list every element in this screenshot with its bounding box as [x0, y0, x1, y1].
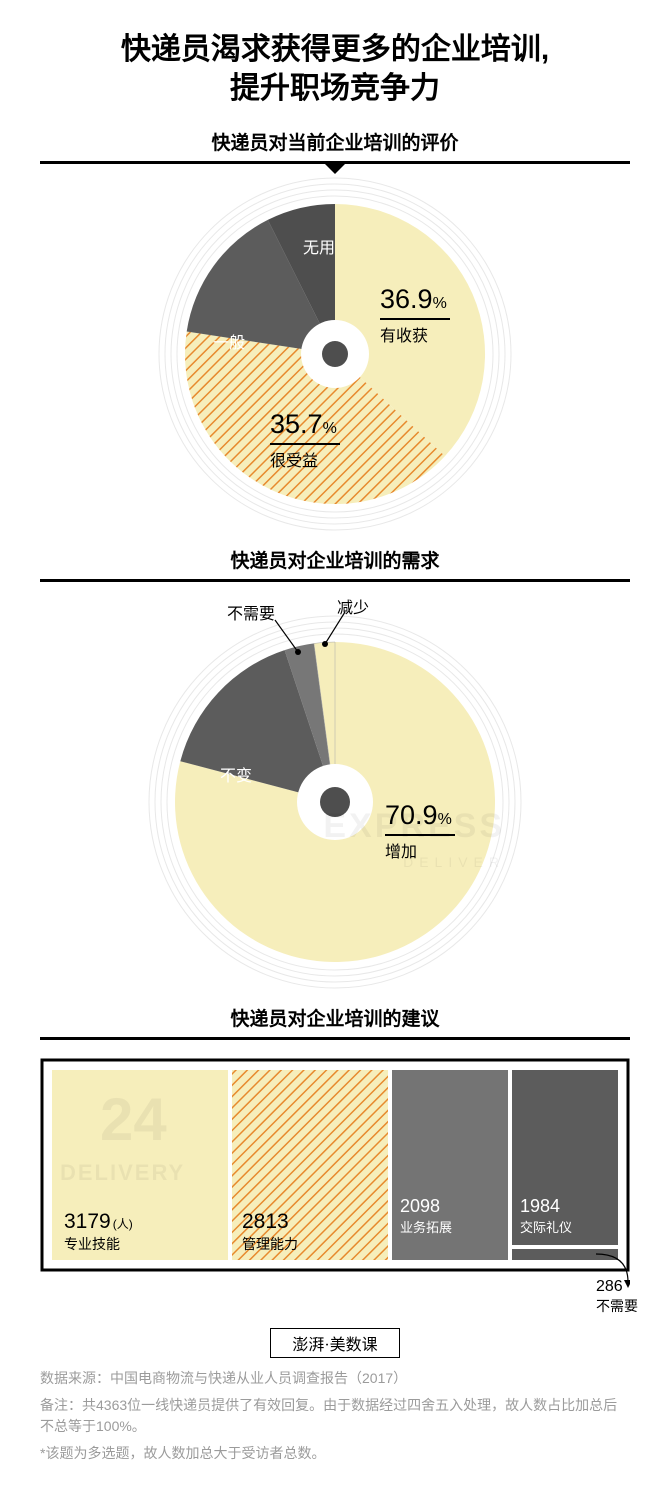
- svg-text:DELIVERY: DELIVERY: [60, 1160, 185, 1185]
- c2-lbl-decr: 减少: [337, 594, 369, 618]
- title-line-1: 快递员渴求获得更多的企业培训,: [121, 33, 549, 66]
- c2-lbl-noneed: 不需要: [227, 600, 275, 624]
- tm-lbl-2: 2813 管理能力: [242, 1210, 298, 1254]
- main-title: 快递员渴求获得更多的企业培训, 提升职场竞争力: [40, 30, 630, 108]
- brand-badge: 澎湃·美数课: [270, 1328, 400, 1358]
- svg-text:24: 24: [100, 1086, 167, 1153]
- chart2: EXPRESSDELIVER 不需要 减少 不变 70.9% 增加: [135, 592, 535, 992]
- chart2-title: 快递员对企业培训的需求: [40, 546, 630, 573]
- divider-notch: [40, 161, 630, 164]
- chart3-title: 快递员对企业培训的建议: [40, 1004, 630, 1031]
- tm-lbl-1: 3179(人) 专业技能: [64, 1210, 133, 1254]
- note-2: *该题为多选题，故人数加总大于受访者总数。: [40, 1443, 630, 1464]
- c2-pct-incr: 70.9%: [385, 800, 452, 831]
- c1-lbl-benefit: 有收获: [380, 318, 450, 346]
- c2-lbl-incr: 增加: [385, 834, 455, 862]
- chart3: 24 DELIVERY 3179(人) 专业技能 2813 管理能力 2098 …: [40, 1050, 630, 1310]
- c1-lbl-helpful: 很受益: [270, 443, 340, 471]
- tm-lbl-4: 1984 交际礼仪: [520, 1196, 572, 1236]
- divider-3: [40, 1037, 630, 1040]
- note-1: 备注：共4363位一线快递员提供了有效回复。由于数据经过四舍五入处理，故人数占比…: [40, 1395, 630, 1437]
- source-line: 数据来源：中国电商物流与快递从业人员调查报告（2017）: [40, 1368, 630, 1389]
- divider-2: [40, 579, 630, 582]
- c1-lbl-avg: 一般: [213, 329, 245, 353]
- tm-lbl-5: 286 不需要: [596, 1278, 638, 1316]
- title-line-2: 提升职场竞争力: [230, 72, 440, 105]
- chart1: 无用 36.9% 有收获 一般 35.7% 很受益: [155, 174, 515, 534]
- c1-lbl-useless: 无用: [303, 234, 335, 258]
- c1-pct-benefit: 36.9%: [380, 284, 447, 315]
- chart1-title: 快递员对当前企业培训的评价: [40, 128, 630, 155]
- c2-lbl-same: 不变: [220, 762, 252, 786]
- c1-pct-helpful: 35.7%: [270, 409, 337, 440]
- tm-lbl-3: 2098 业务拓展: [400, 1196, 452, 1236]
